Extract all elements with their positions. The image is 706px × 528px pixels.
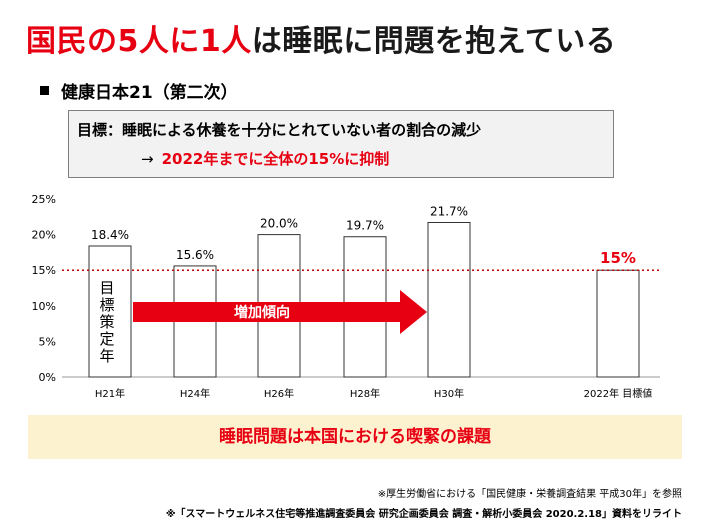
bar (596, 269, 640, 378)
data-label: 15.6% (176, 248, 214, 262)
section-heading: 健康日本21（第二次） (40, 78, 238, 103)
bar-annotation-char: 策 (99, 313, 114, 331)
headline: 国民の5人に1人は睡眠に問題を抱えている (26, 16, 616, 60)
y-tick-label: 0% (39, 371, 56, 384)
x-tick-label: H21年 (95, 387, 125, 400)
y-tick-label: 15% (32, 264, 56, 277)
bar (427, 221, 471, 378)
data-label: 15% (600, 249, 636, 267)
bar-annotation-char: 定 (99, 330, 114, 348)
data-label: 19.7% (346, 219, 384, 233)
right-arrow-icon: → (141, 150, 154, 168)
y-tick-label: 25% (32, 193, 56, 206)
trend-arrow-icon (133, 290, 427, 334)
data-label: 21.7% (430, 204, 468, 218)
headline-rest: は睡眠に問題を抱えている (251, 24, 617, 59)
x-tick-label: H26年 (264, 387, 294, 400)
data-label: 18.4% (91, 228, 129, 242)
goal-box: 目標：睡眠による休養を十分にとれていない者の割合の減少 → 2022年までに全体の… (68, 110, 614, 178)
y-tick-label: 20% (32, 229, 56, 242)
y-tick-label: 5% (39, 335, 56, 348)
y-tick-label: 10% (32, 300, 56, 313)
bar-annotation-char: 年 (99, 347, 114, 365)
bar-chart: 0% 5% 10% 15% 20% 25% 18.4% H21年 15.6% H24年 20.0% H… (32, 193, 660, 400)
data-label: 20.0% (260, 217, 298, 231)
x-tick-label: H30年 (434, 387, 464, 400)
conclusion-banner: 睡眠問題は本国における喫緊の課題 (28, 415, 682, 459)
bar-annotation-char: 目 (99, 279, 114, 297)
goal-statement: 目標：睡眠による休養を十分にとれていない者の割合の減少 (77, 121, 482, 139)
x-tick-label: H28年 (350, 387, 380, 400)
goal-target: 2022年までに全体の15%に抑制 (161, 150, 390, 168)
section-title: 健康日本21（第二次） (61, 83, 238, 103)
trend-label: 増加傾向 (234, 304, 290, 321)
x-tick-label: H24年 (180, 387, 210, 400)
goal-target-line: → 2022年までに全体の15%に抑制 (141, 148, 389, 169)
bar (88, 245, 132, 378)
source-note: ※厚生労働省における「国民健康・栄養調査結果 平成30年」を参照 (377, 489, 682, 500)
credit-note: ※「スマートウェルネス住宅等推進調査委員会 研究企画委員会 調査・解析小委員会 … (165, 509, 682, 520)
square-bullet-icon (40, 86, 49, 95)
bar-annotation-char: 標 (99, 296, 114, 314)
x-tick-label: 2022年 目標値 (584, 387, 653, 400)
headline-emphasis: 国民の5人に1人 (26, 24, 252, 59)
